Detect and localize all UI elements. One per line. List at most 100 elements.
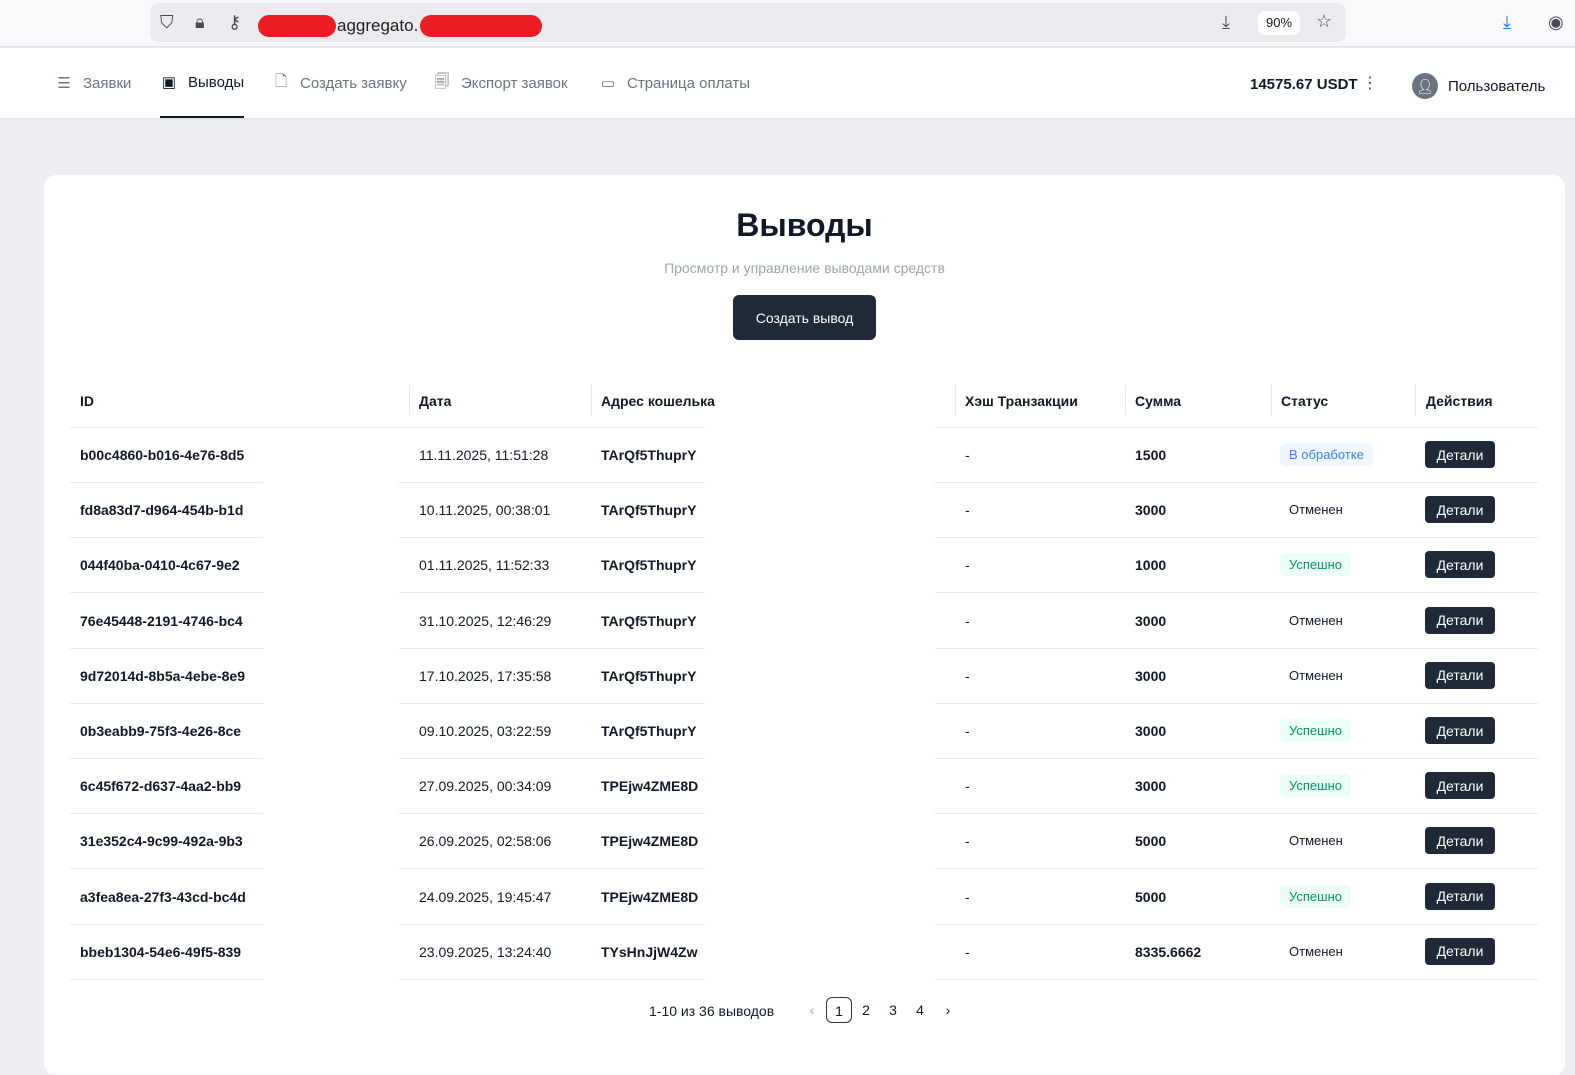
nav-export[interactable]: 🗐 Экспорт заявок (433, 48, 568, 118)
header-wallet: Адрес кошелька (601, 393, 715, 409)
wallet-address: TArQf5ThuprY (601, 557, 697, 574)
tx-hash: - (965, 723, 970, 739)
withdrawal-id: bbeb1304-54e6-49f5-839 (80, 943, 242, 960)
withdrawal-id: a3fea8ea-27f3-43cd-bc4d (80, 888, 246, 905)
user-avatar-icon[interactable]: 👤︎ (1412, 73, 1438, 99)
status-badge: Отменен (1289, 502, 1343, 518)
tx-hash: - (965, 612, 970, 629)
header-hash: Хэш Транзакции (965, 393, 1078, 409)
wallet-address: TPEjw4ZME8D (601, 778, 699, 795)
divider (935, 482, 1538, 483)
header-amount: Сумма (1135, 393, 1182, 409)
status-badge: Отменен (1289, 612, 1343, 628)
nav-label: Создать заявку (300, 74, 407, 92)
download-icon[interactable]: ⤓ (1503, 12, 1511, 32)
more-icon[interactable]: ⋮ (1362, 75, 1378, 92)
withdrawal-id: fd8a83d7-d964-454b-b1d (80, 502, 244, 519)
withdrawal-id: 76e45448-2191-4746-bc4 (80, 612, 243, 629)
status-badge: Отменен (1289, 943, 1343, 959)
withdrawal-id: 31e352c4-9c99-492a-9b3 (80, 833, 243, 850)
tx-hash: - (965, 557, 970, 574)
nav-label: Выводы (188, 73, 245, 91)
details-button[interactable]: Детали (1425, 441, 1495, 468)
divider (935, 647, 1538, 649)
details-button[interactable]: Детали (1425, 717, 1495, 744)
tx-hash: - (965, 888, 970, 905)
next-page-icon[interactable]: › (945, 1002, 951, 1018)
nav-label: Экспорт заявок (461, 74, 568, 92)
withdrawal-id: 6c45f672-d637-4aa2-bb9 (80, 778, 242, 795)
divider (70, 592, 263, 594)
divider (935, 702, 1538, 704)
divider (591, 385, 592, 415)
nav-create-request[interactable]: 🗋 Создать заявку (272, 48, 407, 118)
star-icon[interactable]: ☆ (1316, 11, 1333, 31)
withdrawal-date: 10.11.2025, 00:38:01 (419, 502, 551, 519)
withdrawal-id: b00c4860-b016-4e76-8d5 (80, 447, 245, 463)
amount: 1000 (1135, 557, 1167, 574)
divider (399, 592, 705, 594)
amount: 3000 (1135, 778, 1167, 795)
details-button[interactable]: Детали (1425, 882, 1495, 910)
details-button[interactable]: Детали (1425, 496, 1495, 524)
prev-page-icon[interactable]: ‹ (809, 1002, 815, 1018)
account-icon[interactable]: ◉ (1548, 12, 1564, 32)
wallet-address: TYsHnJjW4Zw (601, 943, 698, 960)
amount: 5000 (1135, 833, 1167, 850)
withdrawal-date: 23.09.2025, 13:24:40 (419, 943, 552, 960)
divider (399, 647, 705, 649)
user-menu[interactable]: Пользователь (1448, 78, 1546, 95)
wallet-icon: ▣ (161, 74, 177, 91)
amount: 8335.6662 (1135, 943, 1202, 960)
zoom-level[interactable]: 90% (1258, 11, 1300, 35)
divider (70, 758, 263, 759)
page-3[interactable]: 3 (889, 1002, 897, 1018)
details-button[interactable]: Детали (1425, 937, 1495, 965)
create-withdrawal-button[interactable]: Создать вывод (733, 295, 876, 340)
header-status: Статус (1281, 393, 1329, 409)
divider (1125, 385, 1126, 415)
status-badge: Отменен (1289, 667, 1343, 683)
save-page-icon[interactable]: ⤓ (1222, 12, 1230, 32)
page-2[interactable]: 2 (862, 1002, 870, 1018)
divider (70, 868, 263, 870)
divider (935, 813, 1538, 815)
key-icon[interactable]: ⚷ (228, 12, 242, 32)
page-1[interactable]: 1 (826, 997, 852, 1023)
withdrawal-date: 26.09.2025, 02:58:06 (419, 833, 552, 850)
details-button[interactable]: Детали (1425, 661, 1495, 689)
details-button[interactable]: Детали (1425, 772, 1495, 800)
page-4[interactable]: 4 (916, 1002, 924, 1018)
status-badge: В обработке (1280, 443, 1373, 466)
tx-hash: - (965, 943, 970, 960)
divider (70, 482, 263, 483)
shield-icon[interactable]: ⛉ (160, 12, 174, 32)
nav-requests[interactable]: ☰ Заявки (55, 48, 131, 118)
details-button[interactable]: Детали (1425, 606, 1495, 634)
amount: 3000 (1135, 723, 1167, 739)
divider (399, 482, 705, 483)
divider (70, 427, 705, 428)
details-button[interactable]: Детали (1425, 827, 1495, 855)
nav-label: Страница оплаты (627, 74, 751, 92)
amount: 3000 (1135, 667, 1167, 684)
header-actions: Действия (1426, 393, 1493, 409)
divider (399, 758, 705, 759)
page-title: Выводы (736, 207, 873, 243)
divider (935, 923, 1538, 925)
divider (399, 978, 705, 980)
nav-withdrawals[interactable]: ▣ Выводы (160, 48, 245, 118)
tx-hash: - (965, 833, 970, 850)
redaction (420, 15, 542, 37)
tx-hash: - (965, 447, 970, 463)
lock-icon[interactable]: 🔒︎ (195, 12, 205, 32)
details-button[interactable]: Детали (1425, 551, 1495, 579)
pagination-summary: 1-10 из 36 выводов (649, 1003, 775, 1019)
url-bar[interactable]: ⛉ 🔒︎ ⚷ aggregato. ⤓ 90% ☆ (150, 3, 1346, 42)
divider (955, 385, 956, 415)
divider (409, 385, 410, 415)
amount: 3000 (1135, 612, 1167, 629)
withdrawal-id: 044f40ba-0410-4c67-9e2 (80, 557, 240, 574)
nav-payment-page[interactable]: ▭ Страница оплаты (599, 48, 750, 118)
top-nav: ☰ Заявки ▣ Выводы 🗋 Создать заявку 🗐 Экспорт… (0, 48, 1575, 118)
